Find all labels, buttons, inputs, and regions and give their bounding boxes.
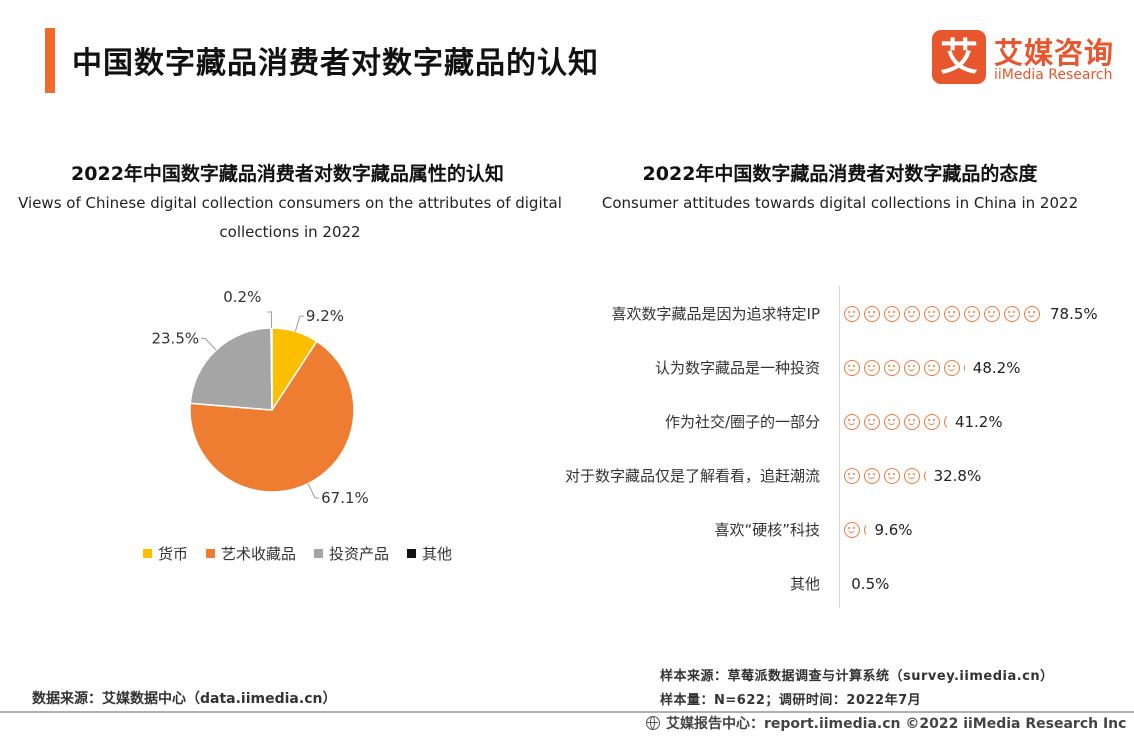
pie-slice-2 — [189, 327, 273, 411]
smiley-icon — [1024, 306, 1040, 322]
smiley-icon — [864, 468, 880, 484]
legend-label-1: 艺术收藏品 — [221, 545, 297, 563]
bar-value-label-1: 48.2% — [972, 359, 1021, 377]
legend-label-2: 投资产品 — [329, 545, 390, 563]
pie-leader-line-2 — [201, 337, 217, 351]
pie-leader-line-1 — [307, 483, 320, 499]
pie-legend: 货币 艺术收藏品 投资产品 其他 — [143, 543, 452, 564]
page-title: 中国数字藏品消费者对数字藏品的认知 — [72, 46, 599, 81]
footer-text: 艾媒报告中心：report.iimedia.cn ©2022 iiMedia R… — [666, 716, 1127, 732]
sample-info: 样本来源：草莓派数据调查与计算系统（survey.iimedia.cn） 样本量… — [660, 665, 1054, 713]
legend-label-3: 其他 — [422, 545, 453, 563]
smiley-icon — [844, 360, 860, 376]
legend-swatch-2 — [314, 549, 324, 558]
bar-row-0: 喜欢数字藏品是因为追求特定IP 78.5% — [560, 294, 1120, 334]
smiley-icon — [884, 468, 900, 484]
smiley-icon — [904, 468, 920, 484]
bar-value-label-5: 0.5% — [851, 575, 890, 593]
smiley-icon — [944, 360, 960, 376]
legend-label-0: 货币 — [158, 545, 189, 563]
title-accent-bar — [45, 28, 55, 93]
smiley-icon — [944, 306, 960, 322]
data-source: 数据来源：艾媒数据中心（data.iimedia.cn） — [32, 691, 337, 707]
bar-4 — [842, 520, 867, 540]
logo-mark-icon: 艾 — [932, 30, 986, 84]
globe-icon — [646, 716, 660, 730]
bar-1 — [842, 358, 965, 378]
pie-chart-title: 2022年中国数字藏品消费者对数字藏品属性的认知 — [71, 163, 504, 185]
bar-5 — [842, 574, 843, 594]
bar-category-label-1: 认为数字藏品是一种投资 — [654, 359, 820, 377]
bar-value-label-0: 78.5% — [1050, 305, 1098, 323]
smiley-icon — [984, 306, 1000, 322]
bar-chart-subtitle: Consumer attitudes towards digital colle… — [601, 194, 1079, 212]
bar-category-label-4: 喜欢“硬核”科技 — [714, 521, 820, 539]
smiley-icon — [844, 306, 860, 322]
smiley-icon — [944, 414, 947, 430]
footer: 艾媒报告中心：report.iimedia.cn ©2022 iiMedia R… — [646, 713, 1126, 733]
bar-3 — [842, 466, 926, 486]
smiley-icon — [844, 468, 860, 484]
legend-item-0: 货币 — [143, 543, 188, 564]
pie-leader-line-0 — [294, 315, 304, 332]
legend-item-3: 其他 — [407, 543, 452, 564]
bar-row-2: 作为社交/圈子的一部分 41.2% — [560, 402, 1120, 442]
pie-data-label-0: 9.2% — [306, 307, 344, 325]
legend-swatch-1 — [206, 549, 216, 558]
bar-category-label-3: 对于数字藏品仅是了解看看，追赶潮流 — [564, 467, 820, 485]
bar-category-label-2: 作为社交/圈子的一部分 — [664, 413, 820, 431]
sample-source: 样本来源：草莓派数据调查与计算系统（survey.iimedia.cn） — [660, 669, 1054, 684]
bar-chart-title: 2022年中国数字藏品消费者对数字藏品的态度 — [642, 163, 1038, 185]
pie-data-label-2: 23.5% — [151, 329, 199, 347]
bar-row-3: 对于数字藏品仅是了解看看，追赶潮流 32.8% — [560, 456, 1120, 496]
bar-category-label-0: 喜欢数字藏品是因为追求特定IP — [611, 305, 820, 323]
sample-size: 样本量：N=622；调研时间：2022年7月 — [660, 693, 922, 708]
pie-data-label-1: 67.1% — [321, 489, 369, 507]
category-axis-line — [839, 286, 840, 608]
smiley-icon — [924, 306, 940, 322]
smiley-icon — [864, 414, 880, 430]
logo-cn-text: 艾媒咨询 — [994, 36, 1115, 70]
bar-0 — [842, 304, 1042, 324]
footer-divider — [0, 711, 1134, 713]
pie-chart: 9.2% 67.1% 23.5% 0.2% — [151, 288, 369, 507]
pictograph-bar-chart: 喜欢数字藏品是因为追求特定IP 78.5% 认为数字藏品是一种投资 48.2% 作为社交… — [560, 286, 1120, 616]
smiley-icon — [864, 306, 880, 322]
smiley-icon — [924, 414, 940, 430]
smiley-icon — [964, 360, 965, 376]
smiley-icon — [844, 522, 860, 538]
bar-category-label-5: 其他 — [789, 575, 820, 593]
pie-chart-subtitle: Views of Chinese digital collection cons… — [18, 194, 562, 241]
bar-value-label-2: 41.2% — [954, 413, 1003, 431]
bar-row-4: 喜欢“硬核”科技 9.6% — [560, 510, 1120, 550]
pie-slice-3 — [270, 327, 273, 411]
pie-leader-line-3 — [267, 311, 272, 329]
bar-2 — [842, 412, 947, 432]
bar-row-1: 认为数字藏品是一种投资 48.2% — [560, 348, 1120, 388]
smiley-icon — [864, 360, 880, 376]
smiley-icon — [844, 414, 860, 430]
iimedia-logo: 艾 艾媒咨询 iiMedia Research — [932, 30, 1122, 88]
smiley-icon — [1004, 306, 1020, 322]
smiley-icon — [904, 306, 920, 322]
legend-item-1: 艺术收藏品 — [206, 543, 296, 564]
legend-item-2: 投资产品 — [314, 543, 389, 564]
bar-row-5: 其他 0.5% — [560, 564, 1120, 604]
smiley-icon — [864, 522, 867, 538]
pie-data-label-3: 0.2% — [223, 288, 261, 306]
logo-en-text: iiMedia Research — [994, 67, 1113, 83]
smiley-icon — [964, 306, 980, 322]
smiley-icon — [884, 414, 900, 430]
smiley-icon — [904, 360, 920, 376]
smiley-icon — [924, 468, 926, 484]
smiley-icon — [924, 360, 940, 376]
smiley-icon — [884, 360, 900, 376]
smiley-icon — [884, 306, 900, 322]
bar-value-label-4: 9.6% — [874, 521, 913, 539]
legend-swatch-0 — [143, 549, 152, 558]
bar-value-label-3: 32.8% — [933, 467, 982, 485]
legend-swatch-3 — [407, 549, 417, 558]
smiley-icon — [904, 414, 920, 430]
